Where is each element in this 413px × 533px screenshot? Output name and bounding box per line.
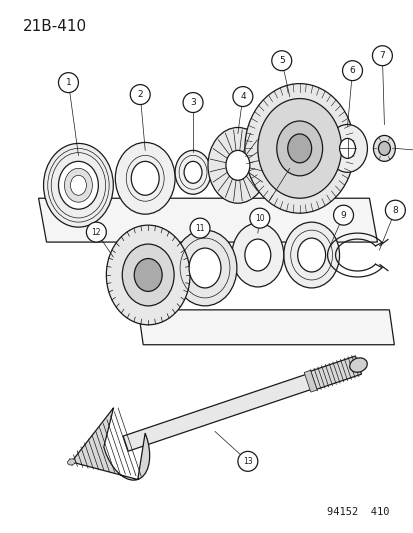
Ellipse shape: [131, 161, 159, 195]
Text: 5: 5: [278, 56, 284, 65]
Ellipse shape: [70, 175, 86, 195]
Text: 9: 9: [340, 211, 346, 220]
Polygon shape: [123, 374, 313, 451]
Ellipse shape: [283, 222, 339, 288]
Ellipse shape: [257, 99, 341, 198]
Ellipse shape: [115, 142, 175, 214]
Ellipse shape: [244, 84, 354, 213]
Ellipse shape: [67, 459, 75, 465]
Ellipse shape: [122, 244, 174, 306]
Ellipse shape: [377, 141, 389, 156]
Ellipse shape: [64, 168, 92, 202]
Circle shape: [190, 218, 209, 238]
Ellipse shape: [276, 121, 322, 176]
Ellipse shape: [175, 150, 211, 194]
Ellipse shape: [173, 230, 236, 306]
Text: 6: 6: [349, 66, 354, 75]
Ellipse shape: [327, 125, 367, 172]
Text: 4: 4: [240, 92, 245, 101]
Text: 1: 1: [65, 78, 71, 87]
Ellipse shape: [287, 134, 311, 163]
Circle shape: [372, 46, 392, 66]
Ellipse shape: [58, 161, 98, 209]
Text: 21B-410: 21B-410: [23, 19, 87, 34]
Ellipse shape: [349, 358, 366, 372]
Polygon shape: [38, 198, 377, 242]
Circle shape: [58, 72, 78, 93]
Circle shape: [86, 222, 106, 242]
Text: 11: 11: [195, 224, 204, 232]
Ellipse shape: [207, 127, 267, 203]
Ellipse shape: [184, 161, 202, 183]
Circle shape: [237, 451, 257, 471]
Text: 12: 12: [91, 228, 101, 237]
Polygon shape: [307, 356, 361, 390]
Text: 8: 8: [392, 206, 397, 215]
Ellipse shape: [225, 150, 249, 180]
Ellipse shape: [244, 239, 270, 271]
Circle shape: [271, 51, 291, 71]
Ellipse shape: [43, 143, 113, 227]
Text: 7: 7: [379, 51, 385, 60]
Circle shape: [183, 93, 202, 112]
Circle shape: [385, 200, 404, 220]
Ellipse shape: [189, 248, 221, 288]
Ellipse shape: [373, 135, 394, 161]
Ellipse shape: [339, 139, 355, 158]
Polygon shape: [304, 370, 316, 392]
Circle shape: [342, 61, 362, 80]
Circle shape: [249, 208, 269, 228]
Ellipse shape: [231, 223, 283, 287]
Text: 94152  410: 94152 410: [326, 507, 389, 517]
Ellipse shape: [106, 225, 190, 325]
Circle shape: [233, 86, 252, 107]
Polygon shape: [138, 310, 394, 345]
Circle shape: [130, 85, 150, 104]
Text: 2: 2: [137, 90, 143, 99]
Text: 13: 13: [242, 457, 252, 466]
Ellipse shape: [134, 259, 162, 292]
Polygon shape: [71, 408, 149, 480]
Text: 3: 3: [190, 98, 195, 107]
Circle shape: [333, 205, 353, 225]
Text: 10: 10: [254, 214, 264, 223]
Ellipse shape: [297, 238, 325, 272]
